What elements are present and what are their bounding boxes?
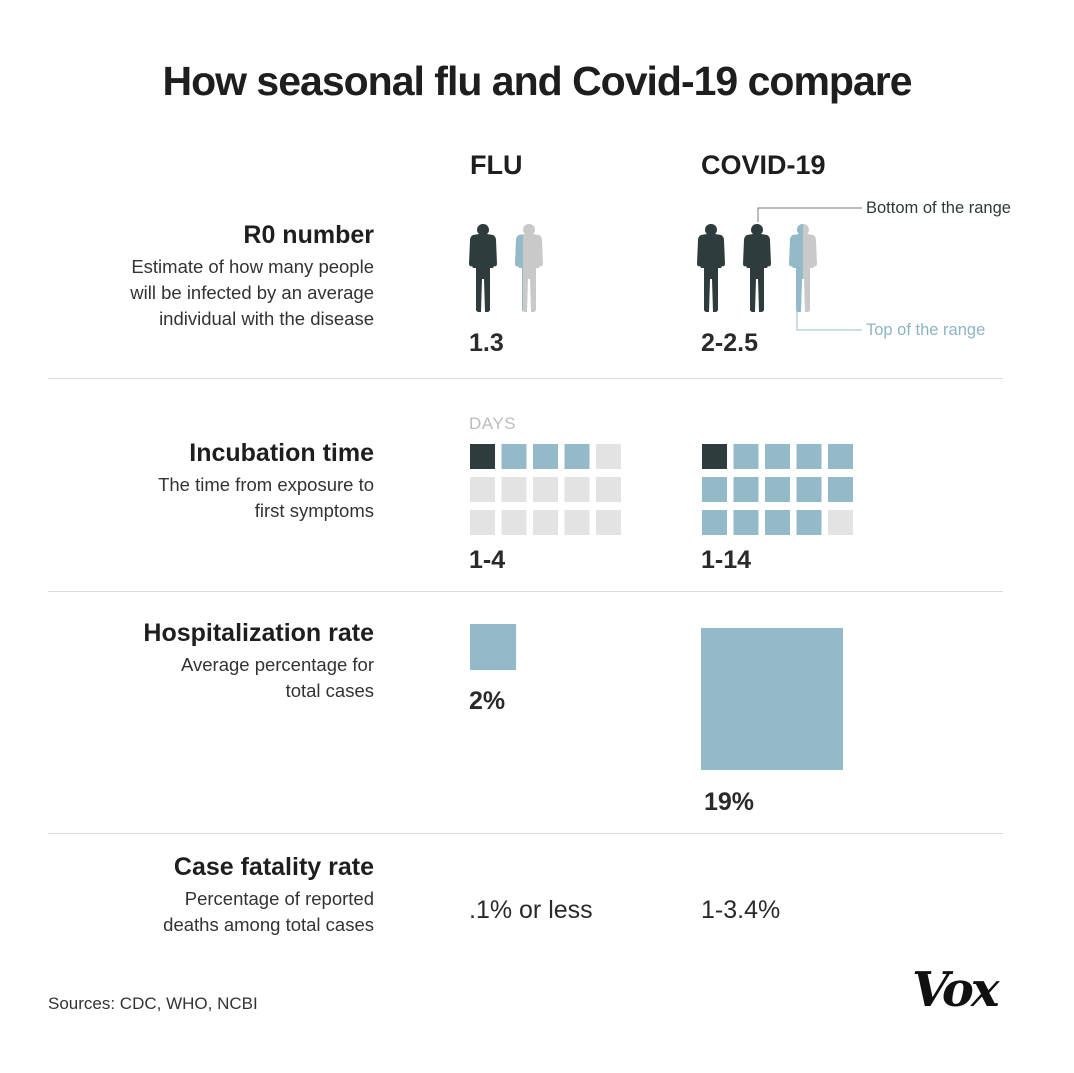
covid-r0-person-2 — [743, 224, 771, 312]
fatality-desc-line-2: deaths among total cases — [163, 914, 374, 935]
covid-day-7 — [733, 477, 759, 502]
covid-day-1 — [702, 444, 727, 469]
flu-incubation-day-grid — [470, 444, 621, 535]
hospitalization-desc-line-2: total cases — [285, 680, 374, 701]
hospitalization-heading: Hospitalization rate — [143, 619, 374, 647]
covid-r0-people-icons — [697, 224, 817, 312]
covid-day-5 — [828, 444, 853, 469]
sources-note: Sources: CDC, WHO, NCBI — [48, 994, 258, 1013]
incubation-label-block: Incubation time The time from exposure t… — [14, 438, 374, 524]
flu-day-2 — [501, 444, 527, 469]
vox-logo: Vox — [912, 962, 999, 1018]
flu-day-13 — [533, 510, 558, 535]
fatality-desc-line-1: Percentage of reported — [184, 888, 374, 909]
fatality-label-block: Case fatality rate Percentage of reporte… — [14, 852, 374, 938]
covid-incubation-day-grid — [702, 444, 853, 535]
flu-day-12 — [501, 510, 527, 535]
fatality-heading: Case fatality rate — [173, 853, 374, 881]
flu-r0-person-2 — [515, 224, 543, 312]
row-divider-1 — [48, 378, 1003, 379]
flu-day-4 — [564, 444, 590, 469]
top-of-range-note: Top of the range — [866, 321, 986, 339]
column-header-flu: FLU — [470, 150, 523, 180]
flu-day-6 — [470, 477, 495, 502]
row-divider-3 — [48, 833, 1003, 834]
covid-hospitalization-value: 19% — [704, 788, 755, 816]
covid-day-15 — [828, 510, 853, 535]
days-label: DAYS — [469, 414, 517, 433]
flu-day-7 — [501, 477, 527, 502]
r0-desc-line-1: Estimate of how many people — [131, 256, 374, 277]
flu-day-11 — [470, 510, 495, 535]
flu-day-15 — [596, 510, 621, 535]
flu-r0-person-1 — [469, 224, 497, 312]
covid-day-14 — [796, 510, 822, 535]
flu-hospitalization-value: 2% — [469, 687, 506, 715]
hospitalization-desc-line-1: Average percentage for — [180, 654, 374, 675]
chart-title: How seasonal flu and Covid-19 compare — [162, 58, 912, 104]
flu-r0-people-icons — [469, 224, 543, 312]
covid-day-4 — [796, 444, 822, 469]
incubation-desc-line-1: The time from exposure to — [158, 474, 374, 495]
covid-day-6 — [702, 477, 727, 502]
covid-r0-person-3 — [789, 224, 817, 312]
flu-day-8 — [533, 477, 558, 502]
flu-fatality-value: .1% or less — [469, 896, 593, 924]
r0-heading: R0 number — [243, 221, 374, 249]
covid-day-13 — [765, 510, 790, 535]
covid-r0-person-1 — [697, 224, 725, 312]
covid-fatality-value: 1-3.4% — [701, 896, 781, 924]
flu-incubation-value: 1-4 — [469, 546, 506, 574]
hospitalization-squares — [470, 624, 843, 770]
covid-day-11 — [702, 510, 727, 535]
column-header-covid: COVID-19 — [701, 150, 826, 180]
r0-desc-line-2: will be infected by an average — [130, 282, 374, 303]
incubation-desc-line-2: first symptoms — [254, 500, 374, 521]
incubation-heading: Incubation time — [189, 439, 374, 467]
flu-day-9 — [564, 477, 590, 502]
covid-day-3 — [765, 444, 790, 469]
covid-hospitalization-square — [701, 628, 843, 770]
covid-day-9 — [796, 477, 822, 502]
row-divider-2 — [48, 591, 1003, 592]
range-annotation-lines — [757, 207, 862, 331]
flu-hospitalization-square — [470, 624, 517, 671]
r0-label-block: R0 number Estimate of how many people wi… — [14, 220, 374, 332]
r0-desc-line-3: individual with the disease — [159, 308, 374, 329]
covid-day-8 — [765, 477, 790, 502]
hospitalization-label-block: Hospitalization rate Average percentage … — [14, 618, 374, 704]
flu-day-1 — [470, 444, 495, 469]
flu-day-14 — [564, 510, 590, 535]
covid-r0-value: 2-2.5 — [701, 329, 758, 357]
flu-r0-value: 1.3 — [469, 329, 504, 357]
bottom-of-range-note: Bottom of the range — [866, 199, 1011, 217]
covid-day-10 — [828, 477, 853, 502]
covid-day-12 — [733, 510, 759, 535]
covid-incubation-value: 1-14 — [701, 546, 752, 574]
flu-day-3 — [533, 444, 558, 469]
flu-day-5 — [596, 444, 621, 469]
covid-day-2 — [733, 444, 759, 469]
flu-day-10 — [596, 477, 621, 502]
